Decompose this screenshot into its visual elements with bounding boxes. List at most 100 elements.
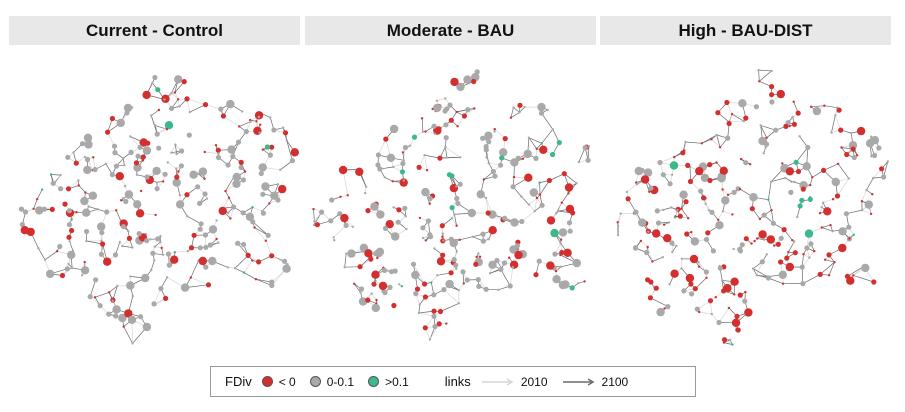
node-fdiv-0-0.1 bbox=[364, 191, 367, 195]
node-fdiv-below-0 bbox=[215, 237, 218, 241]
node-fdiv-above-0.1 bbox=[242, 271, 246, 274]
node-fdiv-below-0 bbox=[766, 235, 775, 244]
network-link bbox=[154, 241, 161, 247]
node-fdiv-0-0.1 bbox=[79, 141, 86, 147]
panel-title: Current - Control bbox=[9, 16, 300, 45]
node-fdiv-0-0.1 bbox=[116, 284, 119, 288]
network-link bbox=[425, 131, 435, 135]
node-fdiv-below-0 bbox=[260, 112, 263, 115]
network-link bbox=[71, 212, 77, 220]
network-link bbox=[459, 236, 473, 241]
node-fdiv-0-0.1 bbox=[850, 131, 853, 135]
node-fdiv-below-0 bbox=[821, 167, 827, 173]
node-fdiv-below-0 bbox=[253, 126, 262, 135]
node-fdiv-below-0 bbox=[737, 292, 743, 298]
node-fdiv-0-0.1 bbox=[739, 242, 745, 248]
node-fdiv-below-0 bbox=[383, 136, 389, 142]
network-link bbox=[752, 268, 758, 276]
node-fdiv-0-0.1 bbox=[444, 97, 447, 100]
node-fdiv-0-0.1 bbox=[431, 313, 437, 319]
node-fdiv-below-0 bbox=[418, 216, 422, 220]
node-fdiv-0-0.1 bbox=[118, 313, 127, 323]
node-fdiv-0-0.1 bbox=[383, 176, 386, 179]
node-fdiv-0-0.1 bbox=[131, 294, 134, 298]
green-dot-icon bbox=[368, 376, 380, 387]
node-fdiv-below-0 bbox=[677, 213, 683, 219]
node-fdiv-0-0.1 bbox=[129, 275, 132, 278]
node-fdiv-0-0.1 bbox=[153, 245, 156, 248]
node-fdiv-0-0.1 bbox=[99, 230, 105, 236]
node-fdiv-0-0.1 bbox=[559, 242, 562, 245]
node-fdiv-0-0.1 bbox=[487, 162, 490, 165]
node-fdiv-0-0.1 bbox=[128, 149, 134, 155]
network-link bbox=[265, 240, 273, 256]
node-fdiv-0-0.1 bbox=[159, 240, 162, 244]
node-fdiv-below-0 bbox=[817, 271, 823, 277]
node-fdiv-below-0 bbox=[290, 148, 299, 157]
node-fdiv-0-0.1 bbox=[332, 236, 335, 239]
node-fdiv-0-0.1 bbox=[499, 148, 508, 157]
node-fdiv-0-0.1 bbox=[533, 210, 536, 213]
node-fdiv-0-0.1 bbox=[485, 153, 489, 157]
node-fdiv-0-0.1 bbox=[647, 230, 650, 233]
node-fdiv-0-0.1 bbox=[175, 167, 178, 170]
network-link bbox=[333, 225, 347, 238]
node-fdiv-below-0 bbox=[700, 142, 703, 145]
node-fdiv-below-0 bbox=[229, 217, 232, 220]
network-link bbox=[617, 213, 622, 226]
node-fdiv-below-0 bbox=[346, 194, 349, 197]
node-fdiv-0-0.1 bbox=[226, 266, 230, 269]
node-fdiv-below-0 bbox=[662, 236, 665, 240]
node-fdiv-0-0.1 bbox=[690, 237, 700, 246]
node-fdiv-above-0.1 bbox=[673, 216, 677, 219]
node-fdiv-below-0 bbox=[662, 223, 666, 226]
node-fdiv-0-0.1 bbox=[123, 184, 127, 188]
node-fdiv-0-0.1 bbox=[240, 177, 246, 183]
network-link bbox=[528, 137, 542, 144]
network-link bbox=[716, 134, 721, 148]
node-fdiv-below-0 bbox=[765, 136, 768, 139]
node-fdiv-0-0.1 bbox=[131, 106, 134, 109]
node-fdiv-below-0 bbox=[749, 163, 752, 166]
node-fdiv-0-0.1 bbox=[151, 301, 157, 307]
node-fdiv-0-0.1 bbox=[670, 173, 674, 176]
network-link bbox=[521, 210, 535, 222]
node-fdiv-0-0.1 bbox=[480, 238, 486, 244]
node-fdiv-0-0.1 bbox=[175, 200, 185, 209]
node-fdiv-below-0 bbox=[718, 146, 722, 149]
node-fdiv-0-0.1 bbox=[113, 163, 119, 169]
node-fdiv-above-0.1 bbox=[49, 173, 53, 176]
network-link bbox=[204, 151, 219, 154]
node-fdiv-below-0 bbox=[245, 252, 251, 258]
node-fdiv-below-0 bbox=[792, 100, 795, 103]
node-fdiv-0-0.1 bbox=[497, 288, 500, 291]
node-fdiv-below-0 bbox=[739, 157, 743, 161]
node-fdiv-below-0 bbox=[680, 207, 683, 210]
node-fdiv-0-0.1 bbox=[799, 264, 805, 270]
node-fdiv-below-0 bbox=[719, 166, 728, 175]
node-fdiv-0-0.1 bbox=[487, 238, 490, 241]
node-fdiv-0-0.1 bbox=[92, 166, 98, 173]
node-fdiv-0-0.1 bbox=[80, 274, 84, 277]
node-fdiv-above-0.1 bbox=[767, 198, 770, 201]
node-fdiv-0-0.1 bbox=[498, 266, 504, 273]
node-fdiv-0-0.1 bbox=[421, 187, 430, 197]
node-fdiv-0-0.1 bbox=[676, 208, 679, 212]
node-fdiv-0-0.1 bbox=[154, 186, 160, 192]
network-link bbox=[174, 250, 188, 253]
node-fdiv-below-0 bbox=[802, 253, 805, 256]
node-fdiv-below-0 bbox=[785, 167, 795, 176]
network-link bbox=[847, 266, 864, 277]
node-fdiv-0-0.1 bbox=[163, 98, 166, 101]
node-fdiv-above-0.1 bbox=[264, 144, 270, 150]
legend-links-title: links bbox=[444, 374, 471, 389]
node-fdiv-below-0 bbox=[705, 276, 708, 279]
node-fdiv-below-0 bbox=[715, 110, 721, 116]
node-fdiv-0-0.1 bbox=[398, 283, 401, 286]
node-fdiv-0-0.1 bbox=[427, 195, 433, 201]
node-fdiv-below-0 bbox=[840, 146, 843, 149]
node-fdiv-0-0.1 bbox=[382, 225, 389, 231]
dark-arrow-icon bbox=[562, 377, 594, 386]
node-fdiv-0-0.1 bbox=[289, 158, 295, 164]
node-fdiv-0-0.1 bbox=[156, 145, 162, 151]
